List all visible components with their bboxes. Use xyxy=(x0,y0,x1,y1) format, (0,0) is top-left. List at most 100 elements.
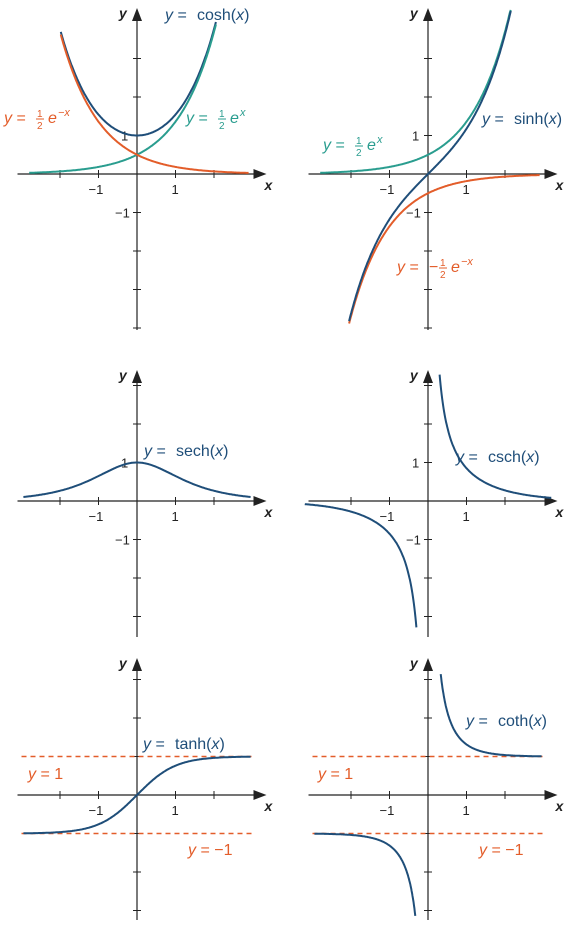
label-frac-num: 1 xyxy=(37,109,43,120)
y-tick-label: −1 xyxy=(115,533,130,548)
series-label-halfexp: y = 12 e x xyxy=(322,134,383,159)
x-axis-arrow xyxy=(253,496,267,506)
y-axis-label: y xyxy=(118,655,128,671)
label-neg: − xyxy=(429,259,438,276)
panel-1: xy−1 11−1y = cosh(x)y = 12 e xy = 12 e −x xyxy=(3,5,274,330)
x-tick-label: −1 xyxy=(380,803,395,818)
series-line-halfexp xyxy=(29,24,217,174)
x-axis-label: x xyxy=(555,798,565,814)
x-tick-label: 1 xyxy=(463,509,470,524)
x-tick-label: −1 xyxy=(89,182,104,197)
axes: x y −1 1 xyxy=(308,655,565,920)
series-label-halfexpneg: y = 12 e −x xyxy=(3,107,70,132)
asymptote-label: y = −1 xyxy=(478,842,524,859)
series-label-coth: y = coth(x) xyxy=(465,713,547,730)
series-label-halfexp: y = 12 e x xyxy=(185,107,246,132)
y-axis-arrow xyxy=(132,370,142,383)
series-line-halfexpneg xyxy=(59,34,249,174)
x-tick-label: 1 xyxy=(172,803,179,818)
label-frac-den: 2 xyxy=(440,270,446,281)
y-tick-label: 1 xyxy=(412,456,419,471)
x-axis-label: x xyxy=(264,504,274,520)
series-label-cosh: y = cosh(x) xyxy=(164,7,249,24)
x-tick-label: 1 xyxy=(172,182,179,197)
series-line-csch-branch xyxy=(304,503,418,628)
x-axis-arrow xyxy=(253,790,267,800)
label-sup: −x xyxy=(58,107,70,119)
series-label-sinh: y = sinh(x) xyxy=(481,111,562,128)
asymptote-label: y = 1 xyxy=(317,766,353,783)
label-rhs: tanh(x) xyxy=(175,736,225,753)
x-axis-arrow xyxy=(253,169,267,179)
label-rhs: e xyxy=(367,137,376,154)
label-rhs: e xyxy=(48,110,57,127)
x-axis-arrow xyxy=(544,790,558,800)
y-axis-label: y xyxy=(118,367,128,383)
label-lhs: y = xyxy=(481,111,504,128)
x-tick-label: 1 xyxy=(172,509,179,524)
label-rhs: sech(x) xyxy=(176,443,228,460)
y-axis-arrow xyxy=(423,8,433,21)
label-lhs: y = xyxy=(143,443,166,460)
label-lhs: y = xyxy=(465,713,488,730)
x-tick-label: −1 xyxy=(89,509,104,524)
label-sup: x xyxy=(376,134,383,146)
asymptote-label: y = −1 xyxy=(187,842,233,859)
x-axis-label: x xyxy=(555,504,565,520)
label-frac-num: 1 xyxy=(219,109,225,120)
x-tick-label: 1 xyxy=(463,182,470,197)
panel-6: x y −1 1 y = 1 y = −1 y = coth(x) xyxy=(308,655,565,920)
panel-3: x y −1 1 1 −1 y = sech(x) xyxy=(17,367,274,637)
panel-2: xy−1 11−1y = 12 e xy = −12 e −xy = sinh(x) xyxy=(308,5,565,330)
panel-4: x y −1 1 1 −1 y = csch(x) xyxy=(304,367,565,637)
x-tick-label: −1 xyxy=(89,803,104,818)
y-axis-label: y xyxy=(409,655,419,671)
series-line-coth-branch xyxy=(314,832,417,917)
label-sup: −x xyxy=(461,256,473,268)
x-axis-label: x xyxy=(264,177,274,193)
x-tick-label: −1 xyxy=(380,509,395,524)
label-rhs: csch(x) xyxy=(488,449,540,466)
label-lhs: y = xyxy=(164,7,187,24)
axes: x y −1 1 1 −1 xyxy=(17,367,274,637)
asymptote-label: y = 1 xyxy=(27,766,63,783)
x-axis-arrow xyxy=(544,169,558,179)
y-tick-label: 1 xyxy=(121,456,128,471)
y-tick-label: −1 xyxy=(406,533,421,548)
label-lhs: y = xyxy=(185,110,208,127)
label-frac-num: 1 xyxy=(356,136,362,147)
axes: x y −1 1 xyxy=(17,655,274,920)
x-tick-label: 1 xyxy=(463,803,470,818)
y-axis-label: y xyxy=(409,5,419,21)
y-tick-label: 1 xyxy=(121,129,128,144)
x-axis-label: x xyxy=(555,177,565,193)
x-tick-label: −1 xyxy=(380,182,395,197)
label-lhs: y = xyxy=(142,736,165,753)
series-label-neghalfexpneg: y = −12 e −x xyxy=(396,256,473,281)
series-line-sech xyxy=(23,461,251,498)
series-line-cosh xyxy=(59,21,217,137)
y-axis-label: y xyxy=(409,367,419,383)
x-axis-label: x xyxy=(264,798,274,814)
axes: xy−1 11−1 xyxy=(308,5,565,330)
label-frac-den: 2 xyxy=(356,148,362,159)
label-rhs: coth(x) xyxy=(498,713,547,730)
y-axis-arrow xyxy=(132,8,142,21)
y-axis-label: y xyxy=(118,5,128,21)
y-axis-arrow xyxy=(423,658,433,671)
label-frac-den: 2 xyxy=(37,121,43,132)
label-frac-den: 2 xyxy=(219,121,225,132)
label-frac-num: 1 xyxy=(440,258,446,269)
label-rhs: cosh(x) xyxy=(197,7,249,24)
y-axis-arrow xyxy=(423,370,433,383)
y-tick-label: −1 xyxy=(115,206,130,221)
label-rhs: e xyxy=(230,110,239,127)
series-label-csch: y = csch(x) xyxy=(455,449,540,466)
series-line-tanh xyxy=(23,755,251,835)
series-line-coth xyxy=(439,673,542,758)
series-line-csch xyxy=(438,374,552,499)
panel-5: x y −1 1 y = 1 y = −1 y = tanh(x) xyxy=(17,655,274,920)
axes: x y −1 1 1 −1 xyxy=(308,367,565,637)
label-sup: x xyxy=(239,107,246,119)
